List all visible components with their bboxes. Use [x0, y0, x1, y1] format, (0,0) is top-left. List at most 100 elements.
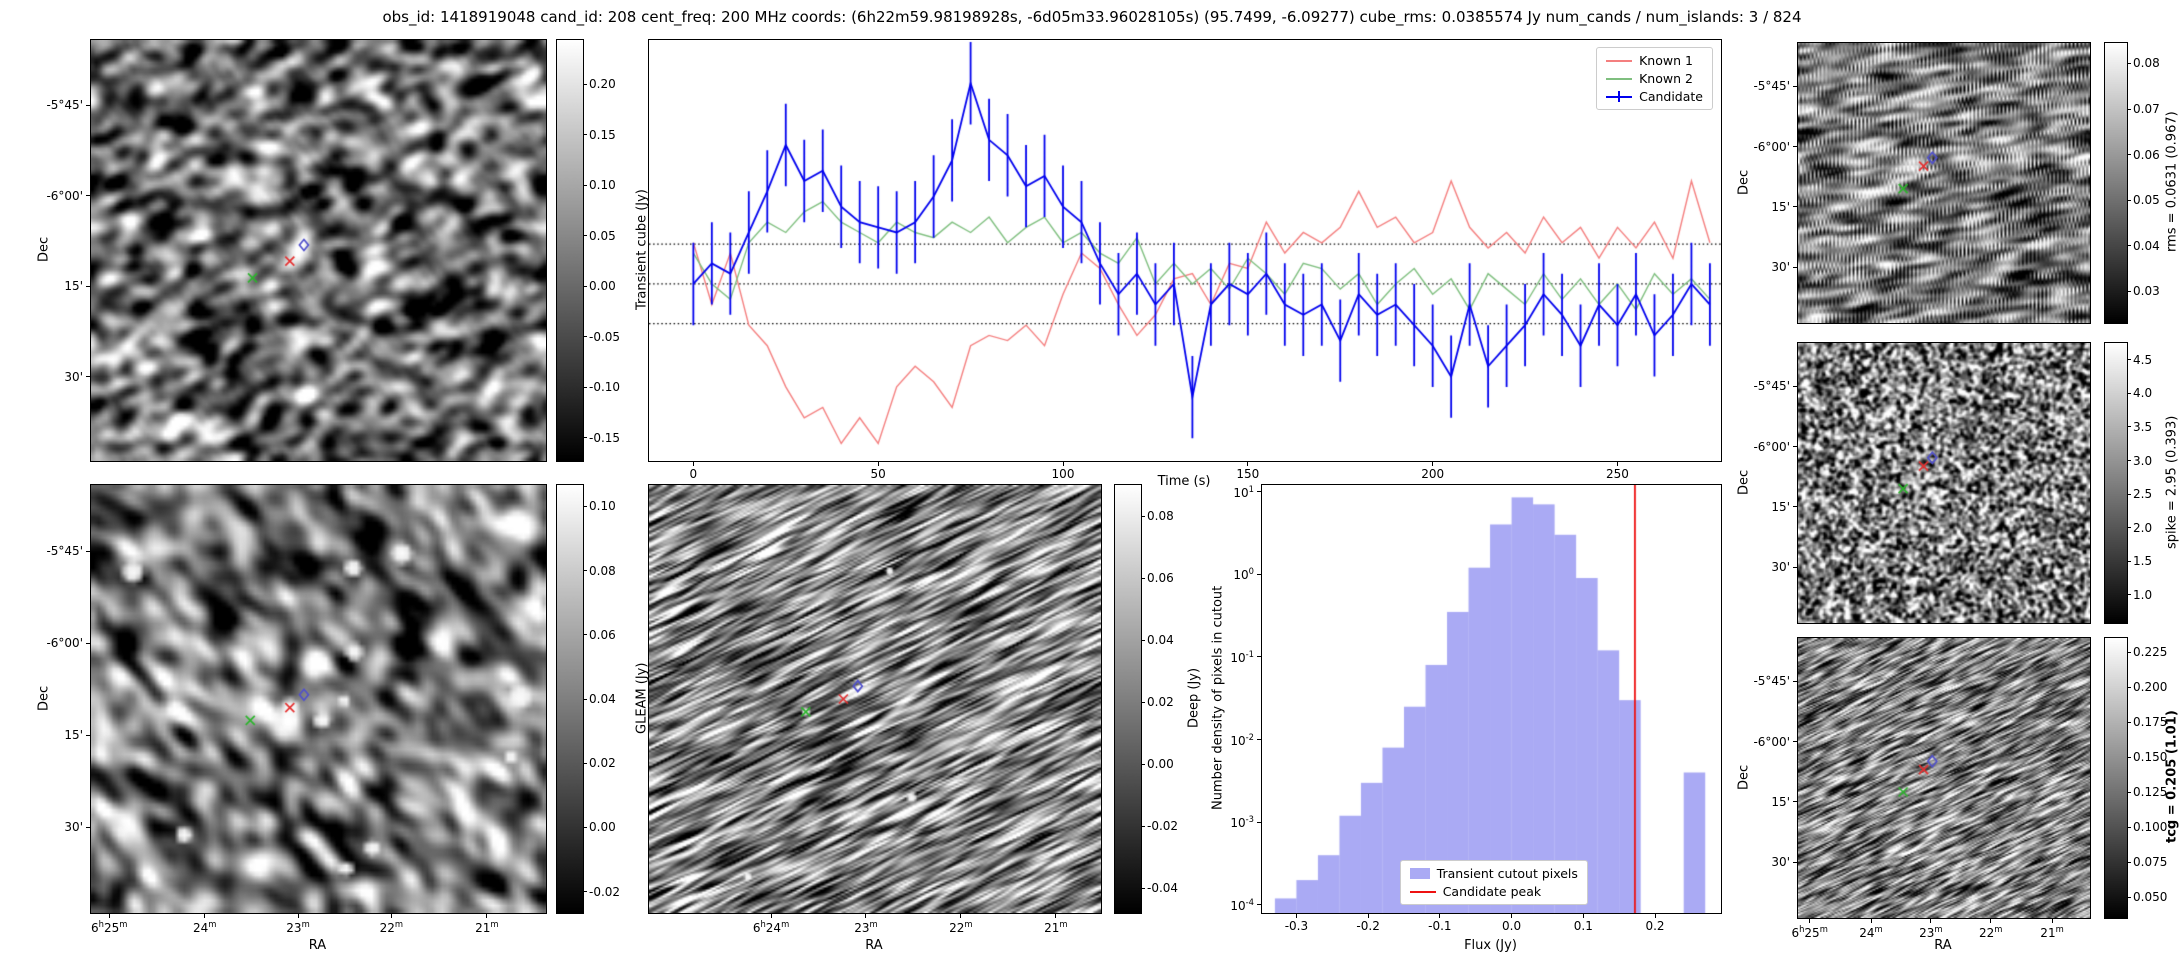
legend-entry-candidate: Candidate [1606, 89, 1703, 104]
colorbar-tick-mark [583, 826, 587, 828]
colorbar-tick-label: -0.10 [589, 380, 621, 395]
dec-tick-label: 30' [1771, 260, 1790, 274]
colorbar-tick-label: 0.04 [1147, 633, 1174, 648]
colorbar-tick-mark [583, 235, 587, 237]
ra-tick-mark [486, 913, 488, 918]
colorbar-tick-label: 4.5 [2133, 352, 2153, 367]
colorbar-tick-mark [1141, 577, 1145, 579]
ra-tick-mark [1870, 918, 1872, 923]
colorbar-tick-mark [2127, 245, 2131, 247]
ra-tick-mark [960, 913, 962, 918]
colorbar-tick-mark [583, 184, 587, 186]
colorbar-tick-mark [2127, 896, 2131, 898]
rms-colorbar-label: rms = 0.0631 (0.967) [2164, 111, 2180, 253]
candidate-peak-line-sample [1409, 885, 1436, 898]
dec-tick-label: -6°00' [1753, 139, 1790, 154]
colorbar-tick-label: 3.5 [2133, 419, 2153, 434]
dec-tick-mark [1793, 680, 1798, 682]
colorbar-tick-mark [583, 634, 587, 636]
flux-tick-label: 0.1 [1573, 919, 1593, 933]
colorbar-tick-mark [583, 336, 587, 338]
colorbar-tick-mark [583, 437, 587, 439]
ra-tick-label: 6h25m [90, 919, 128, 935]
dec-tick-label: 15' [1771, 794, 1790, 809]
ra-tick-mark [108, 913, 110, 918]
colorbar-tick-mark [583, 698, 587, 700]
rms-canvas [1798, 43, 2090, 323]
flux-tick-mark [1367, 913, 1369, 918]
colorbar-tick-label: 0.00 [1147, 757, 1174, 772]
colorbar-tick-mark [583, 285, 587, 287]
colorbar-tick-label: 0.05 [589, 228, 616, 243]
colorbar-tick-label: -0.15 [589, 430, 621, 445]
ra-tick-mark [1990, 918, 1992, 923]
colorbar-tick-label: 0.125 [2133, 785, 2168, 799]
dec-tick-mark [1793, 206, 1798, 208]
dec-tick-label: -5°45' [1753, 79, 1790, 94]
colorbar-tick-mark [583, 762, 587, 764]
dec-tick-label: 15' [1771, 499, 1790, 514]
dec-tick-label: -6°00' [1753, 439, 1790, 454]
colorbar-tick-label: 0.10 [589, 499, 616, 514]
dec-tick-mark [1793, 741, 1798, 743]
colorbar-tick-mark [2127, 199, 2131, 201]
colorbar-tick-mark [2127, 560, 2131, 562]
dec-tick-label: 30' [1771, 560, 1790, 574]
known2-line-sample [1606, 72, 1633, 85]
colorbar-tick-mark [2127, 62, 2131, 64]
ra-tick-label: 23m [854, 919, 878, 935]
colorbar-tick-mark [2127, 756, 2131, 758]
colorbar-tick-mark [2127, 594, 2131, 596]
colorbar-tick-label: 3.0 [2133, 453, 2153, 468]
colorbar-tick-label: 0.03 [2133, 284, 2160, 299]
dec-tick-label: -5°45' [46, 98, 83, 113]
ra-tick-label: 21m [475, 919, 499, 935]
time-axis-label: Time (s) [1157, 474, 1211, 489]
dec-tick-mark [1793, 266, 1798, 268]
dec-tick-label: 30' [64, 820, 83, 835]
dec-tick-mark [86, 285, 91, 287]
dec-tick-mark [1793, 385, 1798, 387]
legend-entry-cutout-pixels: Transient cutout pixels [1409, 866, 1578, 881]
known1-line [1606, 59, 1633, 62]
colorbar-tick-label: 0.225 [2133, 645, 2168, 659]
dec-tick-mark [1793, 85, 1798, 87]
dec-tick-mark [86, 550, 91, 552]
colorbar-tick-mark [1141, 701, 1145, 703]
colorbar-tick-mark [2127, 651, 2131, 653]
colorbar-gradient [2105, 343, 2127, 623]
colorbar-tick-label: 0.10 [589, 178, 616, 193]
rms-colorbar: 0.08 0.07 0.06 0.05 0.04 0.03 [2104, 42, 2160, 324]
ra-tick-label: 24m [193, 919, 217, 935]
figure-title: obs_id: 1418919048 cand_id: 208 cent_fre… [382, 8, 1802, 26]
time-tick-mark [1616, 461, 1618, 466]
dec-tick-mark [86, 642, 91, 644]
dec-tick-label: 15' [64, 728, 83, 743]
lightcurve-panel: Known 1 Known 2 Candidate 0 50 100 150 200 25… [648, 39, 1722, 481]
ra-tick-mark [865, 913, 867, 918]
colorbar-tick-mark [2127, 721, 2131, 723]
colorbar-gradient [557, 485, 583, 913]
spike-panel: -5°45' -6°00' 15' 30' [1753, 342, 2091, 624]
colorbar-tick-label: 0.150 [2133, 750, 2168, 764]
density-tick-mark [1257, 491, 1262, 493]
dec-tick-label: -5°45' [1753, 379, 1790, 394]
dec-tick-mark [1793, 446, 1798, 448]
ra-tick-label: 22m [1978, 924, 2003, 940]
colorbar-tick-mark [1141, 515, 1145, 517]
histogram-legend: Transient cutout pixels Candidate peak [1399, 860, 1588, 905]
time-tick-label: 100 [1051, 467, 1075, 481]
colorbar-tick-label: -0.04 [1147, 881, 1179, 896]
colorbar-tick-label: 2.0 [2133, 520, 2153, 535]
colorbar-tick-mark [1141, 825, 1145, 827]
colorbar-tick-mark [2127, 154, 2131, 156]
time-tick-mark [1432, 461, 1434, 466]
flux-tick-mark [1295, 913, 1297, 918]
dec-tick-mark [86, 376, 91, 378]
colorbar-tick-label: -0.05 [589, 329, 621, 344]
dec-tick-label: 30' [64, 369, 83, 384]
flux-tick-label: -0.2 [1356, 919, 1380, 933]
colorbar-tick-label: 0.04 [589, 692, 616, 706]
colorbar-gradient [557, 40, 583, 461]
